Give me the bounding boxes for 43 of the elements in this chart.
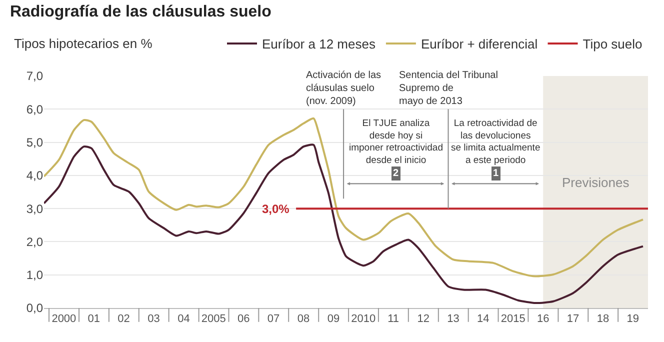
annotation: El TJUE analiza desde hoy si imponer retroactividad desde el inicio bbox=[349, 118, 443, 166]
y-axis-title: Tipos hipotecarios en % bbox=[14, 36, 153, 51]
x-tick-label: 17 bbox=[566, 313, 580, 326]
x-tick-label: 2005 bbox=[201, 313, 226, 326]
x-tick-label: 06 bbox=[237, 313, 250, 326]
ref-line-label: Sentencia del Tribunal Supremo de mayo de 2013 bbox=[399, 70, 498, 107]
ref-line-label: Activación de las cláusulas suelo (nov. 2009) bbox=[306, 70, 382, 107]
x-tick-label: 2010 bbox=[351, 313, 376, 326]
line-series bbox=[44, 117, 644, 278]
x-tick-label: 02 bbox=[118, 313, 130, 326]
x-tick-label: 2000 bbox=[52, 313, 76, 326]
x-tick-label: 09 bbox=[327, 313, 340, 326]
x-tick-label: 14 bbox=[477, 313, 490, 326]
x-tick-label: 12 bbox=[417, 313, 430, 326]
y-tick-label: 1,0 bbox=[26, 268, 44, 282]
band-label: Previsiones bbox=[562, 175, 630, 190]
x-tick-label: 08 bbox=[297, 313, 310, 326]
x-tick-label: 2015 bbox=[500, 313, 526, 326]
annotation: 3,0% bbox=[262, 202, 290, 216]
chart-title: Radiografía de las cláusulas suelo bbox=[10, 3, 272, 20]
y-tick-label: 5,0 bbox=[26, 135, 44, 150]
legend-label: Euríbor a 12 meses bbox=[262, 36, 376, 52]
x-tick-label: 19 bbox=[626, 313, 640, 326]
y-tick-label: 3,0 bbox=[26, 202, 44, 216]
annotation: 1 bbox=[493, 168, 499, 179]
x-tick-label: 18 bbox=[596, 313, 610, 326]
x-tick-label: 13 bbox=[447, 313, 460, 326]
y-tick-label: 7,0 bbox=[26, 69, 44, 84]
x-tick-label: 01 bbox=[88, 313, 100, 326]
y-tick-label: 0,0 bbox=[26, 301, 44, 316]
x-tick-label: 16 bbox=[536, 313, 550, 326]
x-tick-label: 11 bbox=[388, 313, 400, 326]
x-tick-label: 07 bbox=[267, 313, 280, 326]
line-series bbox=[44, 144, 644, 304]
y-tick-label: 4,0 bbox=[26, 168, 44, 183]
legend-label: Euríbor + diferencial bbox=[420, 36, 538, 52]
legend-label: Tipo suelo bbox=[582, 36, 642, 52]
annotation: 2 bbox=[393, 168, 399, 179]
x-tick-label: 04 bbox=[178, 313, 190, 326]
x-tick-label: 03 bbox=[148, 313, 160, 326]
annotation: La retroactividad de las devoluciones se limita actualmente a este periodo bbox=[451, 118, 540, 166]
y-tick-label: 2,0 bbox=[26, 234, 44, 249]
y-tick-label: 6,0 bbox=[26, 102, 44, 116]
